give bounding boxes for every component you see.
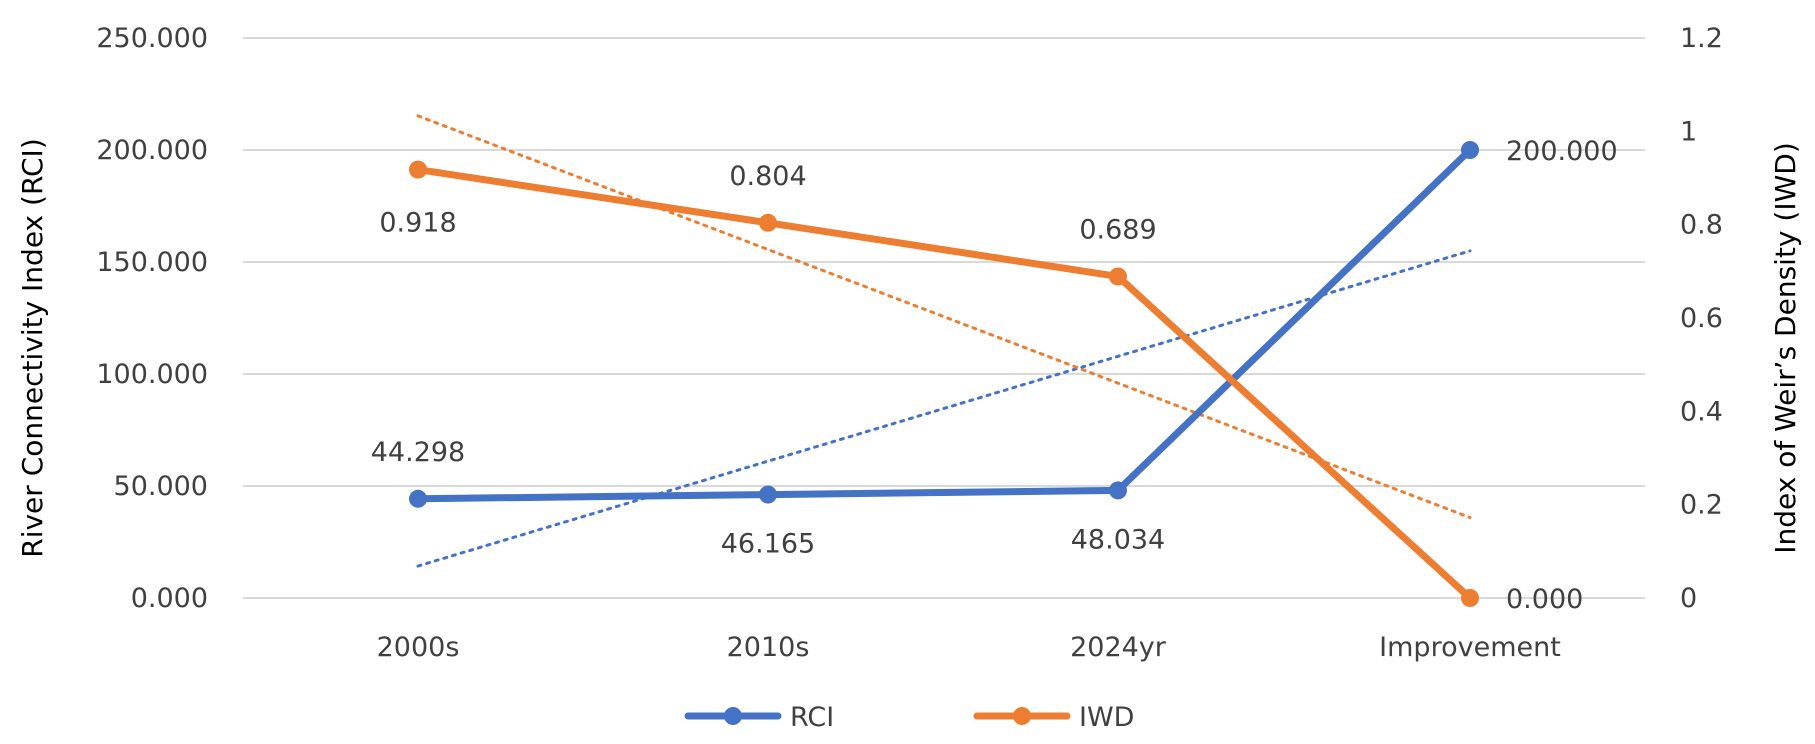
left-axis-ticks: 0.000 50.000 100.000 150.000 200.000 250.000 <box>96 23 208 614</box>
iwd-point <box>759 213 777 232</box>
right-tick-label: 0.2 <box>1680 490 1723 521</box>
rci-point <box>1461 141 1479 159</box>
iwd-legend-marker <box>1013 707 1031 725</box>
gridlines <box>243 37 1645 599</box>
iwd-data-label: 0.000 <box>1506 584 1583 615</box>
right-tick-label: 0.8 <box>1680 210 1723 241</box>
rci-point <box>759 485 777 504</box>
right-tick-label: 0.4 <box>1680 396 1723 427</box>
right-axis-ticks: 0 0.2 0.4 0.6 0.8 1 1.2 <box>1680 23 1723 614</box>
trendlines <box>416 114 1472 568</box>
x-tick-label: 2010s <box>727 632 810 663</box>
iwd-point <box>409 160 427 179</box>
right-axis-title: Index of Weir’s Density (IWD) <box>1769 142 1802 554</box>
x-axis-ticks: 2000s 2010s 2024yr Improvement <box>377 632 1561 663</box>
left-tick-label: 50.000 <box>114 471 208 502</box>
rci-data-label: 44.298 <box>371 437 465 468</box>
rci-legend-marker <box>724 707 742 725</box>
x-tick-label: 2024yr <box>1070 632 1167 663</box>
x-tick-label: 2000s <box>377 632 460 663</box>
iwd-trendline <box>416 114 1472 520</box>
left-tick-label: 250.000 <box>96 23 208 54</box>
rci-legend-label: RCI <box>790 702 834 733</box>
legend: RCI IWD <box>684 702 1134 733</box>
rci-point <box>409 489 427 508</box>
series-lines <box>414 146 1474 602</box>
iwd-data-label: 0.689 <box>1079 214 1156 245</box>
rci-point <box>1109 481 1127 500</box>
iwd-point <box>1461 589 1479 607</box>
rci-data-label: 48.034 <box>1071 524 1165 555</box>
rci-data-label: 200.000 <box>1506 136 1618 167</box>
iwd-legend-label: IWD <box>1079 702 1134 733</box>
left-axis-title: River Connectivity Index (RCI) <box>16 138 49 558</box>
iwd-data-label: 0.804 <box>729 161 806 192</box>
left-tick-label: 100.000 <box>96 359 208 390</box>
iwd-line <box>414 166 1474 602</box>
series-points <box>409 141 1479 607</box>
iwd-point <box>1109 267 1127 286</box>
right-tick-label: 0 <box>1680 583 1697 614</box>
right-tick-label: 1.2 <box>1680 23 1723 54</box>
rci-data-label: 46.165 <box>721 529 815 560</box>
data-labels: 44.298 46.165 48.034 200.000 0.918 0.804 0.689… <box>371 136 1618 615</box>
right-tick-label: 0.6 <box>1680 303 1723 334</box>
rci-line <box>414 146 1474 503</box>
rci-trendline <box>416 249 1472 568</box>
right-tick-label: 1 <box>1680 116 1697 147</box>
left-tick-label: 0.000 <box>131 583 208 614</box>
x-tick-label: Improvement <box>1379 632 1561 663</box>
iwd-data-label: 0.918 <box>379 208 456 239</box>
left-tick-label: 150.000 <box>96 247 208 278</box>
left-tick-label: 200.000 <box>96 135 208 166</box>
